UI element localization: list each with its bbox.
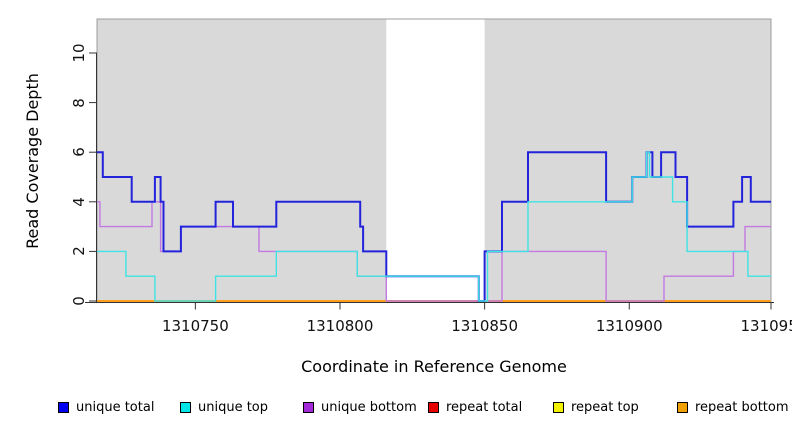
- x-tick-label: 1310750: [161, 317, 229, 335]
- x-axis-title: Coordinate in Reference Genome: [301, 357, 567, 376]
- x-tick-label: 1310850: [451, 317, 519, 335]
- x-tick-label: 1310950: [740, 317, 792, 335]
- y-tick-label: 10: [70, 43, 88, 63]
- y-tick-label: 0: [70, 296, 88, 306]
- y-tick-label: 6: [70, 147, 88, 157]
- series-unique-top: [97, 151, 771, 302]
- x-tick-label: 1310900: [595, 317, 663, 335]
- y-axis-title: Read Coverage Depth: [23, 73, 42, 249]
- y-tick-label: 2: [70, 246, 88, 257]
- x-tick-label: 1310800: [306, 317, 374, 335]
- y-tick-label: 8: [70, 97, 88, 108]
- coverage-gap-band: [386, 19, 485, 303]
- y-tick-label: 4: [70, 197, 88, 207]
